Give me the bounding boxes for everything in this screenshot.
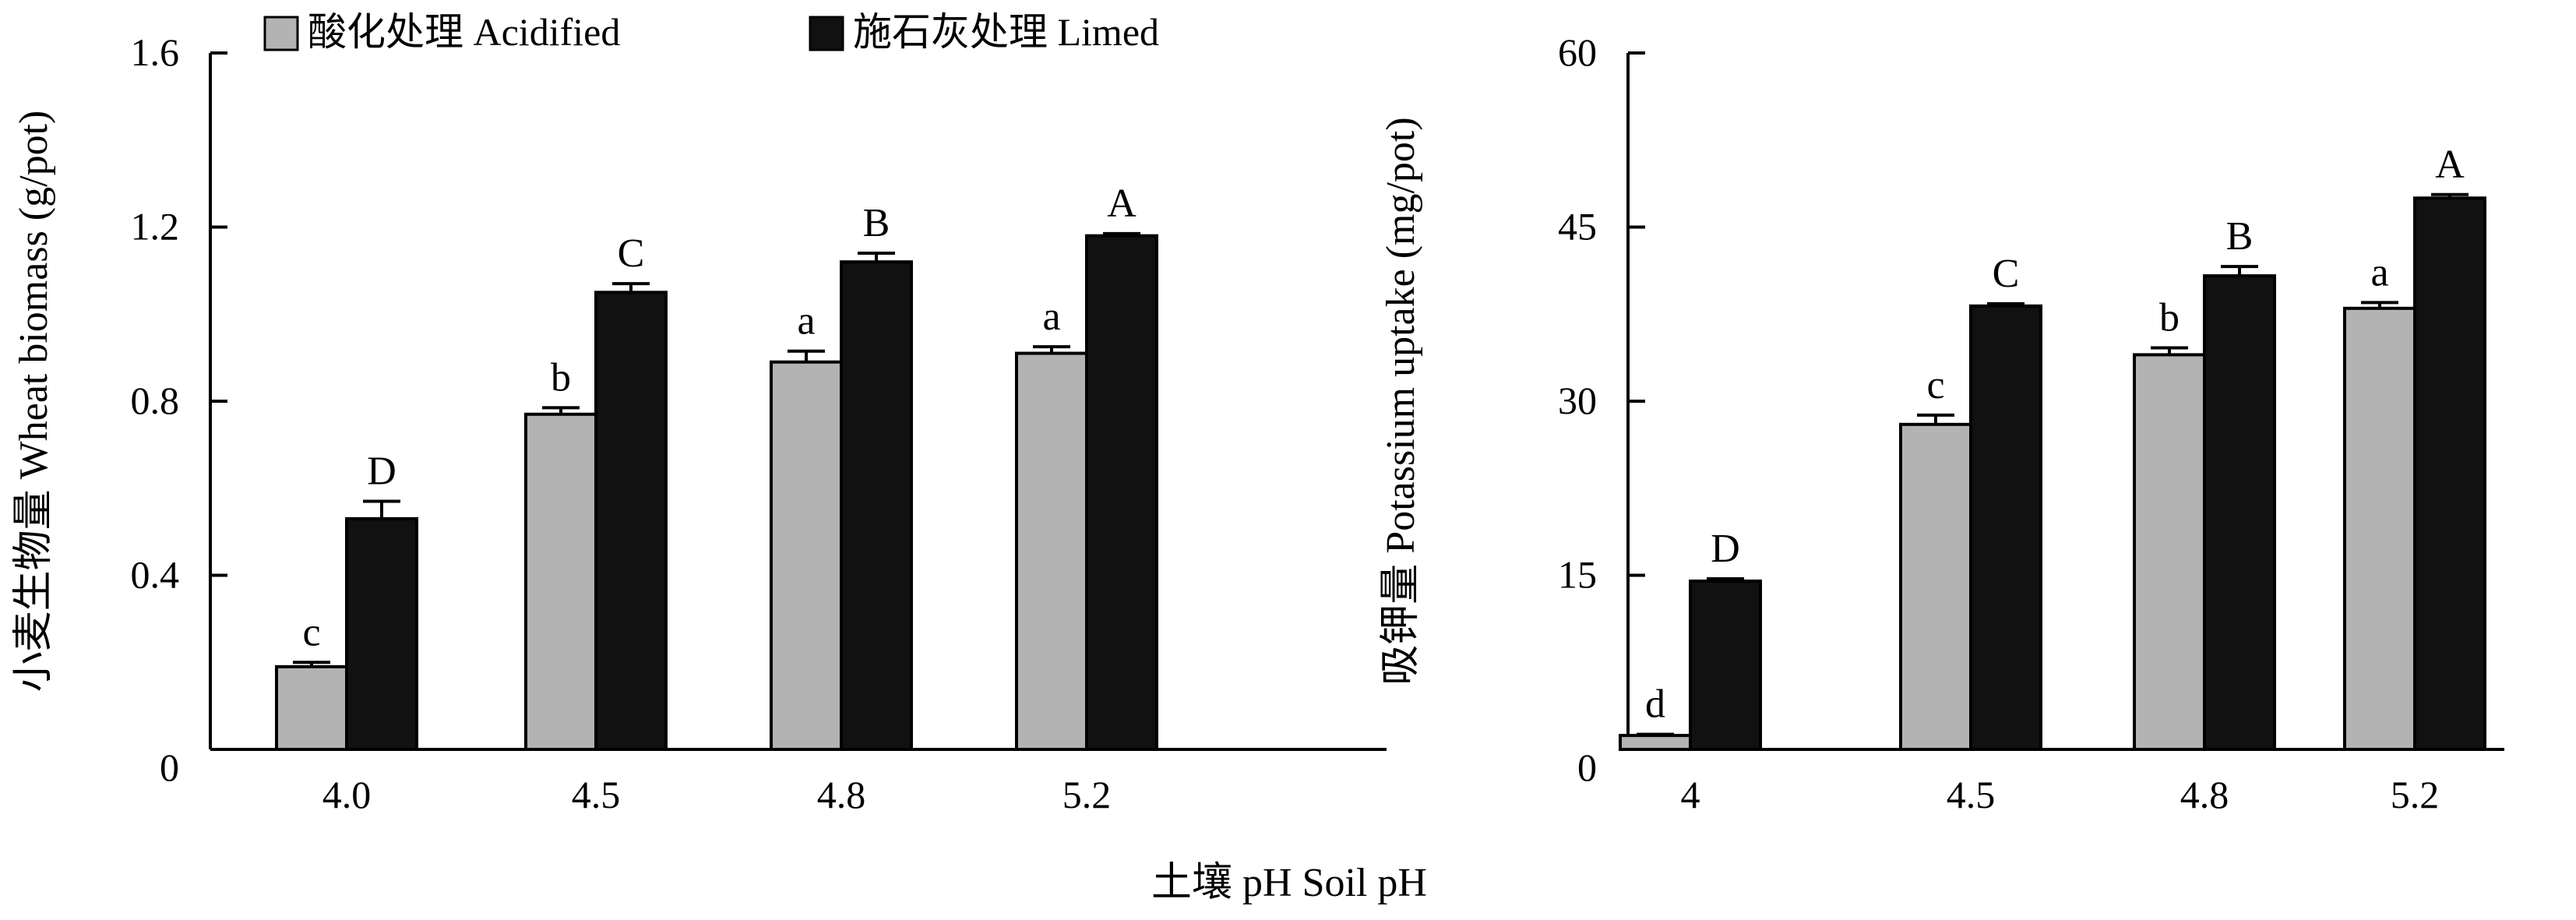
- biomass-y-tick-label: 0.4: [131, 553, 180, 597]
- potassium-y-tick-label: 15: [1558, 553, 1597, 597]
- potassium-bar-acidified: [2133, 353, 2206, 751]
- potassium-x-tick-label: 5.2: [2391, 773, 2440, 816]
- potassium-bar-acidified: [1619, 734, 1692, 751]
- potassium-sig-letter: a: [2370, 250, 2388, 294]
- biomass-bar-limed: [594, 291, 668, 751]
- potassium-x-tick-label: 4: [1681, 773, 1700, 816]
- chart-biomass: 0 0.4 0.8 1.2 1.6 小麦生物量 Wheat biomass (g/pot)…: [12, 30, 1387, 816]
- legend-label-acidified: 酸化处理 Acidified: [308, 10, 620, 54]
- shared-x-label: 土壤 pH Soil pH: [1151, 861, 1427, 905]
- legend-swatch-acidified: [263, 16, 299, 51]
- biomass-sig-letter: a: [1042, 294, 1060, 339]
- biomass-sig-letter: a: [797, 299, 815, 344]
- biomass-bar-acidified: [524, 412, 597, 751]
- potassium-sig-letter: C: [1993, 252, 2020, 296]
- biomass-y-tick-label: 0: [160, 746, 179, 789]
- potassium-bar-acidified: [2343, 306, 2416, 751]
- biomass-x-tick-label: 4.0: [322, 773, 372, 816]
- potassium-bar-acidified: [1899, 422, 1972, 751]
- biomass-bar-limed: [345, 516, 418, 751]
- potassium-y-label: 吸钾量 Potassium uptake (mg/pot): [1379, 117, 1423, 685]
- potassium-y-tick-label: 0: [1577, 746, 1597, 789]
- potassium-x-tick-label: 4.5: [1947, 773, 1996, 816]
- potassium-sig-letter: A: [2435, 143, 2465, 187]
- biomass-sig-letter: A: [1107, 182, 1136, 226]
- biomass-sig-letter: B: [863, 201, 890, 245]
- chart-potassium: 0 15 30 45 60 吸钾量 Potassium uptake (mg/pot) 4 4…: [1379, 30, 2504, 816]
- potassium-y-tick-label: 60: [1558, 30, 1597, 74]
- potassium-sig-letter: d: [1645, 682, 1665, 727]
- legend-swatch-limed: [809, 16, 844, 51]
- potassium-y-tick-label: 45: [1558, 205, 1597, 249]
- potassium-x-tick-label: 4.8: [2180, 773, 2229, 816]
- biomass-bar-acidified: [770, 360, 843, 751]
- potassium-bar-limed: [1969, 304, 2042, 751]
- potassium-bar-limed: [2203, 274, 2276, 751]
- biomass-sig-letter: c: [302, 610, 320, 654]
- biomass-bar-limed: [840, 260, 913, 751]
- biomass-y-tick-label: 1.6: [131, 30, 180, 74]
- legend-label-limed: 施石灰处理 Limed: [853, 10, 1159, 54]
- potassium-sig-letter: D: [1711, 527, 1740, 571]
- biomass-y-label: 小麦生物量 Wheat biomass (g/pot): [12, 111, 56, 693]
- potassium-y-tick-label: 30: [1558, 379, 1597, 422]
- biomass-sig-letter: C: [618, 231, 645, 276]
- potassium-sig-letter: c: [1926, 363, 1944, 407]
- biomass-bar-acidified: [1015, 351, 1088, 751]
- biomass-sig-letter: b: [551, 355, 571, 400]
- biomass-x-tick-label: 4.5: [572, 773, 621, 816]
- biomass-y-tick-label: 0.8: [131, 379, 180, 422]
- potassium-sig-letter: B: [2226, 214, 2254, 259]
- potassium-bar-limed: [1689, 579, 1762, 752]
- biomass-bar-limed: [1085, 234, 1158, 751]
- biomass-x-tick-label: 5.2: [1062, 773, 1112, 816]
- biomass-bar-acidified: [275, 664, 348, 752]
- biomass-x-tick-label: 4.8: [817, 773, 866, 816]
- biomass-sig-letter: D: [367, 449, 396, 494]
- legend: 酸化处理 Acidified 施石灰处理 Limed: [263, 10, 1159, 54]
- potassium-sig-letter: b: [2159, 295, 2180, 340]
- biomass-y-tick-label: 1.2: [131, 205, 180, 249]
- potassium-bar-limed: [2413, 196, 2486, 751]
